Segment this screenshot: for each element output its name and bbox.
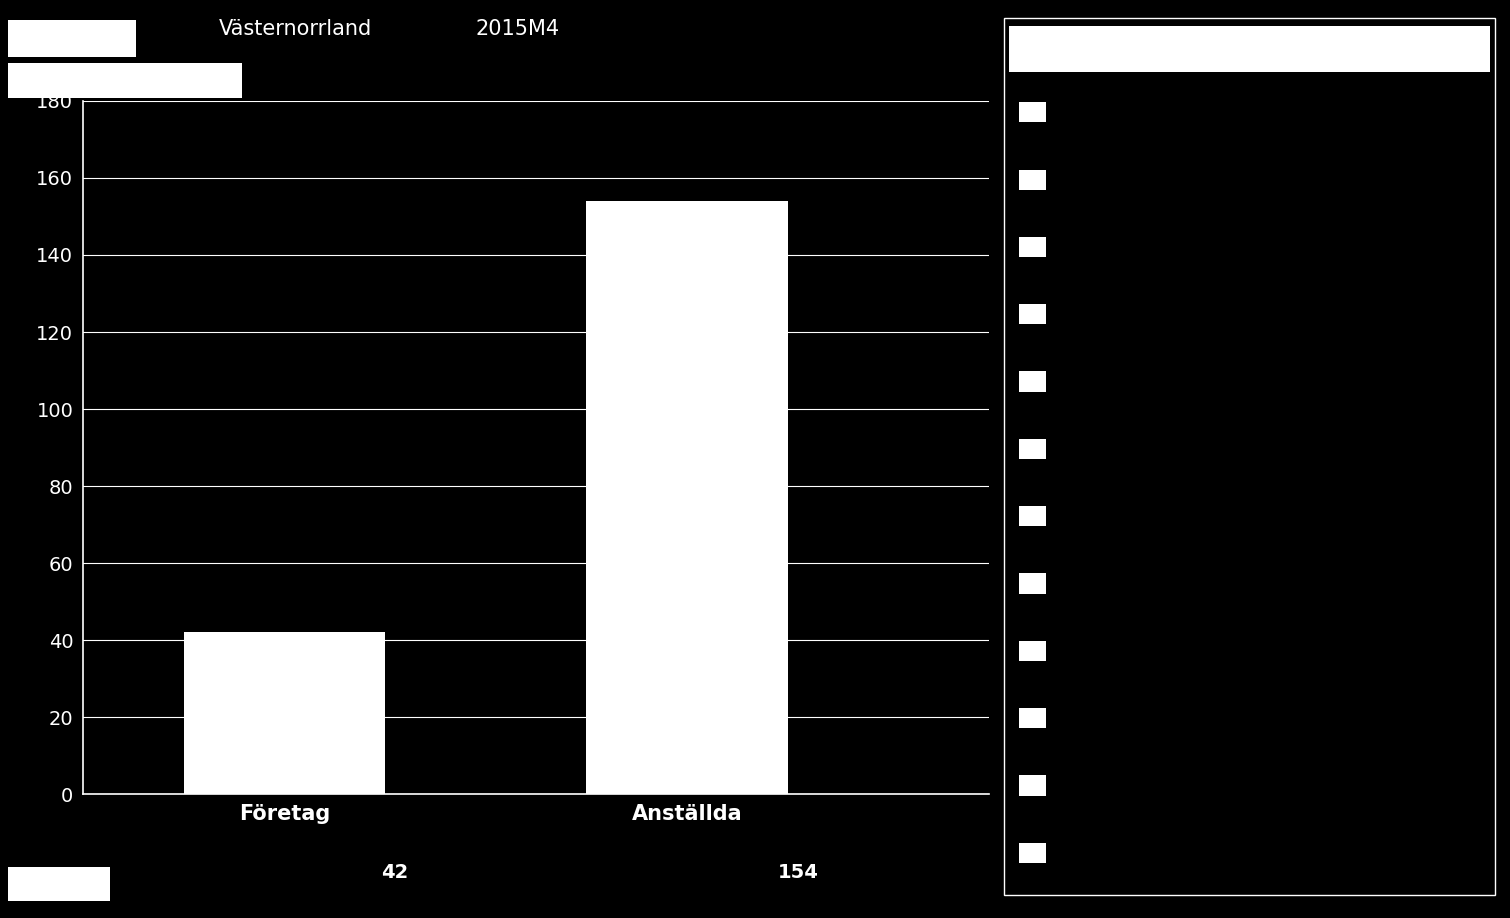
- Text: Utbildningsväsendet: Utbildningsväsendet: [1057, 239, 1243, 257]
- Text: Byggindustri: Byggindustri: [1057, 643, 1170, 661]
- Text: Uppgift saknas: Uppgift saknas: [1057, 105, 1191, 122]
- Text: Vård och omsorg: Vård och omsorg: [1057, 171, 1208, 191]
- Text: Jord- o skogsbruk, fiske: Jord- o skogsbruk, fiske: [1057, 845, 1265, 863]
- Text: 154: 154: [778, 863, 818, 882]
- Text: El, vatten, rening, avfall: El, vatten, rening, avfall: [1057, 711, 1273, 728]
- Bar: [184, 633, 385, 794]
- Text: Handel: Handel: [1057, 576, 1120, 593]
- Text: 42: 42: [382, 863, 409, 882]
- Text: Västernorrland: Västernorrland: [219, 19, 371, 39]
- Text: Tillverkningsind. utvinning: Tillverkningsind. utvinning: [1057, 778, 1296, 795]
- Text: 2015M4: 2015M4: [476, 19, 560, 39]
- Bar: [586, 201, 788, 794]
- Text: Finans- och företagstjänster: Finans- och företagstjänster: [1057, 374, 1309, 391]
- Text: Transport, information och
  kommunikation: Transport, information och kommunikation: [1057, 431, 1296, 469]
- Text: Privata tj. intresseorg. kultur- och
  fritid etc: Privata tj. intresseorg. kultur- och fri…: [1057, 296, 1357, 334]
- Text: Hotell och restauranger: Hotell och restauranger: [1057, 509, 1271, 526]
